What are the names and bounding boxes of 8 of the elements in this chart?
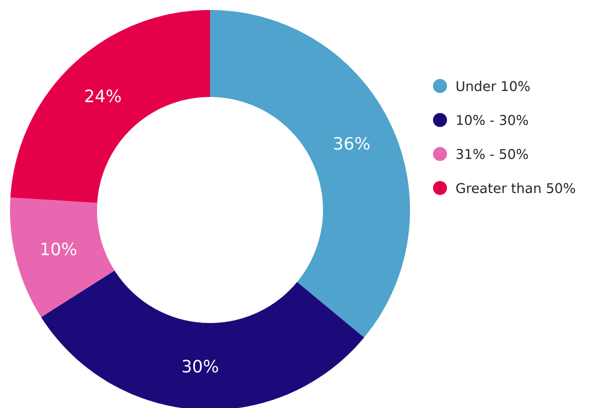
legend-label: Under 10% [456,80,530,92]
legend-label: 10% - 30% [457,114,528,126]
data-label: 36% [334,136,370,150]
legend-label: 31% - 50% [456,148,528,160]
data-label: 30% [182,360,218,373]
legend-label: Greater than 50% [456,182,576,194]
data-label: 24% [85,90,121,102]
data-label: 10% [41,242,76,256]
